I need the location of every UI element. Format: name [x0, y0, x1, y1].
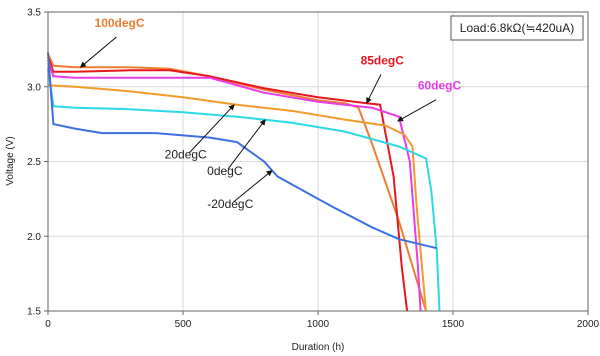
y-tick-label: 2.0 — [27, 232, 41, 243]
grid — [48, 12, 588, 311]
annotation-label-85degc: 85degC — [361, 53, 405, 67]
x-tick-label: 2000 — [577, 319, 600, 330]
x-tick-label: 0 — [45, 319, 51, 330]
load-annotation: Load:6.8kΩ(≒420uA) — [460, 21, 574, 35]
ticks: 0 500 1000 1500 2000 1.5 2.0 2.5 3.0 3.5 — [27, 8, 599, 331]
series-line-20degc — [47, 52, 438, 250]
load-box — [450, 15, 584, 41]
annotation-arrow-60degc — [397, 99, 437, 122]
annotation-label-60degc: 60degC — [418, 79, 462, 93]
y-tick-label: 2.5 — [27, 157, 41, 168]
x-tick-label: 1000 — [307, 319, 330, 330]
y-tick-label: 1.5 — [27, 307, 41, 318]
series-layer — [47, 52, 441, 312]
annotation-arrow-100degc — [79, 36, 117, 68]
x-axis-label: Duration (h) — [292, 342, 345, 353]
annotation-label-20degc: 20degC — [165, 148, 207, 162]
annotation-arrow-85degc — [366, 74, 382, 104]
series-line-60degc — [47, 59, 422, 312]
series-line-0degc — [47, 68, 441, 312]
annotation-arrow-20degc — [233, 170, 273, 203]
annotation-label-20degc: -20degC — [207, 197, 253, 211]
y-tick-label: 3.0 — [27, 82, 41, 93]
series-line-20degc — [47, 84, 427, 312]
series-line-100degc — [47, 53, 427, 312]
annotation-arrow-20degc — [189, 104, 235, 153]
annotation-label-100degc: 100degC — [95, 16, 145, 30]
annotation-label-0degc: 0degC — [207, 164, 243, 178]
x-tick-label: 500 — [175, 319, 192, 330]
series-line-85degc — [47, 56, 409, 312]
y-axis-label: Voltage (V) — [5, 136, 16, 185]
y-tick-label: 3.5 — [27, 8, 41, 19]
x-tick-label: 1500 — [442, 319, 465, 330]
annotation-arrow-0degc — [227, 119, 266, 170]
